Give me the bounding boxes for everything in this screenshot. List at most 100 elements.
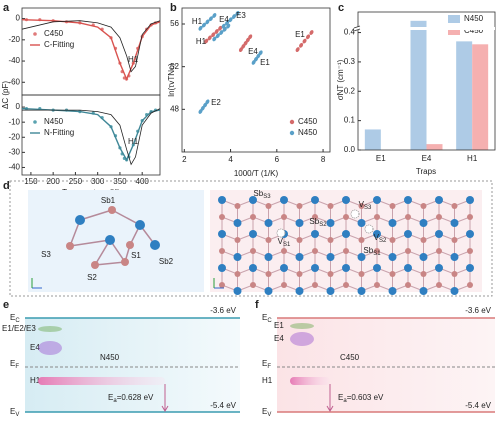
text-part: E: [10, 407, 15, 416]
atom: [466, 196, 474, 204]
atom: [466, 264, 474, 272]
x-tick-label: 4: [228, 155, 233, 164]
atom: [311, 264, 319, 272]
y-axis-label: ln(τvTNc): [167, 63, 176, 97]
annotation: H1: [128, 55, 139, 64]
atom: [265, 203, 272, 209]
point-label: E1: [260, 58, 270, 67]
text-part: E: [262, 359, 267, 368]
text-part: V: [267, 412, 271, 418]
atom: [436, 282, 442, 288]
atom: [405, 282, 411, 288]
text-part: S2: [319, 222, 327, 228]
atom: [389, 237, 396, 243]
atom: [311, 196, 319, 204]
trap-level: [38, 377, 165, 385]
point-label: E1: [295, 30, 305, 39]
data-point: [235, 10, 240, 16]
atom: [450, 219, 459, 227]
atom: [250, 282, 256, 288]
legend-swatch: [448, 27, 460, 35]
atom: [264, 219, 273, 227]
atom: [233, 287, 242, 295]
inset-left: [28, 190, 204, 292]
atom: [233, 219, 242, 227]
data-point: [309, 30, 314, 35]
fit-line: [21, 20, 161, 73]
x-axis-label: Traps: [416, 167, 436, 176]
atom: [108, 206, 116, 214]
text-part: =0.628 eV: [117, 393, 154, 402]
atom: [296, 203, 303, 209]
data-point: [306, 34, 311, 40]
text-part: C: [15, 318, 20, 324]
atom: [373, 230, 381, 238]
y-tick-label: 0: [16, 14, 21, 23]
atom: [405, 248, 411, 254]
text-part: E: [262, 313, 267, 322]
atom: [295, 219, 304, 227]
atom: [451, 203, 458, 209]
atom: [467, 248, 473, 254]
y-tick-label: 0.2: [344, 86, 356, 95]
x-tick-label: 200: [46, 177, 60, 186]
level-label: E4: [274, 334, 284, 343]
atom: [374, 248, 380, 254]
band-label: EC: [10, 313, 20, 323]
atom: [296, 237, 303, 243]
atom: [450, 253, 459, 261]
text-part: V: [278, 237, 284, 246]
vacancy: [364, 224, 374, 234]
text-part: S3: [263, 194, 271, 200]
atom: [264, 287, 273, 295]
y-tick-label: 0.1: [344, 116, 356, 125]
data-point: [204, 38, 209, 44]
data-point: [205, 99, 210, 105]
level-label: E1/E2/E3: [2, 324, 36, 333]
level-label: E1: [274, 321, 284, 330]
atom: [451, 271, 458, 277]
atom: [435, 230, 443, 238]
atom: [436, 214, 442, 220]
atom: [250, 248, 256, 254]
ea-arrowhead: [326, 405, 334, 412]
x-tick-label: 2: [182, 155, 187, 164]
ea-arrowhead: [161, 405, 169, 412]
y-tick-label: 0: [16, 102, 21, 111]
data-point: [198, 25, 203, 31]
atom: [373, 264, 381, 272]
atom: [295, 287, 304, 295]
text-part: S1: [373, 251, 381, 257]
data-point: [302, 38, 307, 44]
data-point: [225, 20, 230, 26]
x-tick-label: E4: [422, 154, 432, 163]
text-part: V: [15, 412, 19, 418]
text-part: S1: [283, 242, 291, 248]
y-tick-label: 0.4: [344, 28, 356, 37]
atom: [388, 287, 397, 295]
bond: [94, 261, 126, 266]
x-tick-label: 400: [136, 177, 150, 186]
text-part: E: [10, 313, 15, 322]
text-part: E: [10, 359, 15, 368]
site-label: SbS1: [363, 246, 381, 256]
band-value: -3.6 eV: [210, 306, 236, 315]
data-point: [207, 35, 212, 41]
atom: [218, 264, 226, 272]
atom: [343, 214, 349, 220]
x-tick-label: 8: [321, 155, 326, 164]
band-value: -5.4 eV: [465, 401, 491, 410]
panel-label: b: [170, 2, 177, 14]
atom: [219, 214, 225, 220]
atom: [419, 219, 428, 227]
data-point: [214, 29, 219, 34]
axis-break: [355, 27, 495, 30]
atom: [389, 203, 396, 209]
atom: [404, 230, 412, 238]
text-part: V: [374, 233, 380, 242]
atom: [342, 230, 350, 238]
text-part: E: [108, 393, 113, 402]
data-point: [215, 33, 220, 39]
band-label: EV: [262, 407, 271, 417]
data-point: [228, 17, 233, 23]
